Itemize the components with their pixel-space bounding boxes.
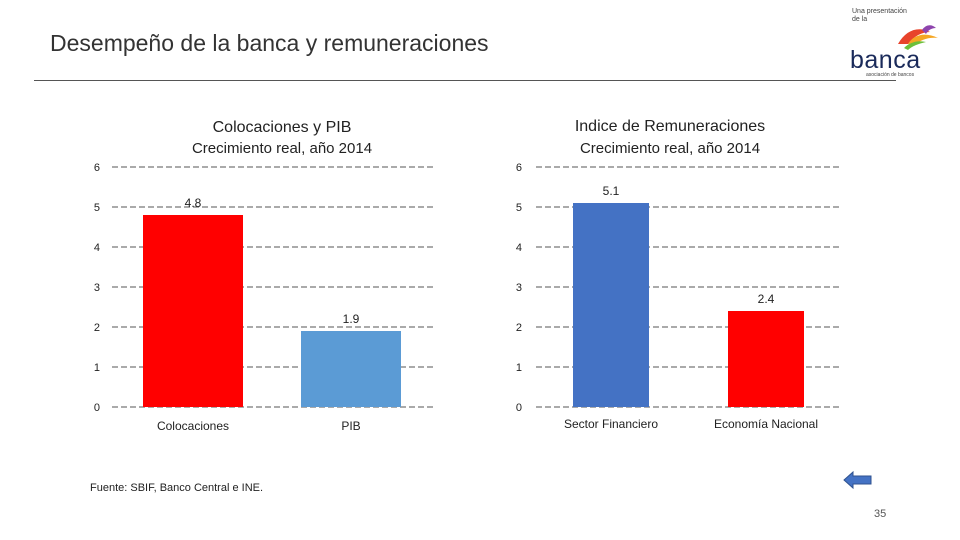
y-tick-label: 1 xyxy=(94,362,100,374)
y-tick-label: 4 xyxy=(94,242,100,254)
category-label: Economía Nacional xyxy=(714,417,818,431)
category-label: PIB xyxy=(341,419,360,433)
y-tick-label: 5 xyxy=(94,202,100,214)
logo-tagline: Una presentación de la xyxy=(852,8,907,23)
y-tick-label: 1 xyxy=(516,362,522,374)
chart-indice-remuneraciones: Indice de Remuneraciones Crecimiento rea… xyxy=(516,118,842,431)
logo-subtitle: asociación de bancos xyxy=(866,72,915,78)
chart-subtitle: Crecimiento real, año 2014 xyxy=(192,140,372,157)
back-arrow-icon[interactable] xyxy=(842,470,874,490)
data-label: 1.9 xyxy=(343,312,360,326)
bird-logo-icon xyxy=(898,25,938,50)
bar-sector-financiero xyxy=(573,203,649,407)
category-label: Colocaciones xyxy=(157,419,229,433)
data-label: 2.4 xyxy=(758,292,775,306)
chart-colocaciones-pib: Colocaciones y PIB Crecimiento real, año… xyxy=(94,119,435,433)
banca-logo: Una presentación de la banca asociación … xyxy=(846,6,942,78)
chart-title: Indice de Remuneraciones xyxy=(575,118,765,135)
chart-subtitle: Crecimiento real, año 2014 xyxy=(580,140,760,157)
slide-title: Desempeño de la banca y remuneraciones xyxy=(50,30,489,56)
data-label: 4.8 xyxy=(185,196,202,210)
title-divider xyxy=(34,80,896,81)
data-label: 5.1 xyxy=(603,184,620,198)
bar-economía-nacional xyxy=(728,311,804,407)
y-tick-label: 0 xyxy=(94,402,100,414)
y-tick-label: 3 xyxy=(94,282,100,294)
y-tick-label: 6 xyxy=(516,162,522,174)
logo-wordmark: banca xyxy=(850,46,921,74)
bar-colocaciones xyxy=(143,215,243,407)
bar-pib xyxy=(301,331,401,407)
y-tick-label: 2 xyxy=(94,322,100,334)
y-tick-label: 6 xyxy=(94,162,100,174)
category-label: Sector Financiero xyxy=(564,417,658,431)
y-tick-label: 5 xyxy=(516,202,522,214)
y-tick-label: 0 xyxy=(516,402,522,414)
y-tick-label: 2 xyxy=(516,322,522,334)
source-note: Fuente: SBIF, Banco Central e INE. xyxy=(90,482,264,494)
y-tick-label: 4 xyxy=(516,242,522,254)
page-number: 35 xyxy=(874,508,887,520)
y-tick-label: 3 xyxy=(516,282,522,294)
chart-title: Colocaciones y PIB xyxy=(213,119,352,136)
